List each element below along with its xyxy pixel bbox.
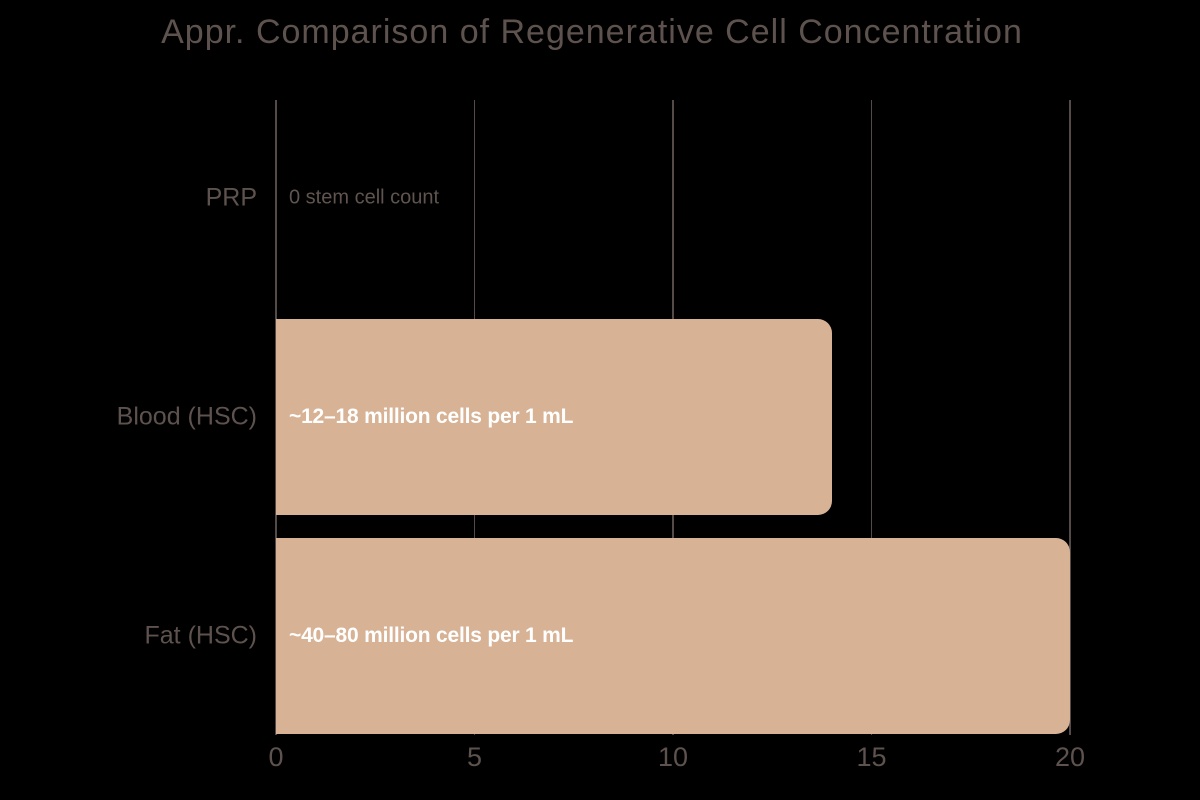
x-tick-label: 0 [268, 742, 284, 772]
gridline-x-15 [870, 100, 873, 735]
category-label-fat-hsc: Fat (HSC) [144, 621, 258, 650]
chart-title: Appr. Comparison of Regenerative Cell Co… [161, 13, 1023, 51]
x-tick-label: 20 [1054, 742, 1086, 772]
bar-fat-hsc [276, 538, 1070, 734]
plot-area: 0 stem cell count ~12–18 million cells pe… [275, 100, 1071, 735]
bar-value-label: ~40–80 million cells per 1 mL [289, 624, 574, 647]
x-tick-label: 10 [657, 742, 689, 772]
gridline-x-20 [1069, 100, 1071, 735]
category-label-blood-hsc: Blood (HSC) [116, 402, 257, 431]
zero-value-annotation: 0 stem cell count [289, 186, 440, 209]
x-tick-label: 15 [856, 742, 887, 772]
bar-value-label: ~12–18 million cells per 1 mL [289, 405, 574, 428]
bar-blood-hsc [276, 319, 832, 515]
category-label-prp: PRP [205, 183, 257, 212]
x-tick-label: 5 [466, 742, 483, 772]
